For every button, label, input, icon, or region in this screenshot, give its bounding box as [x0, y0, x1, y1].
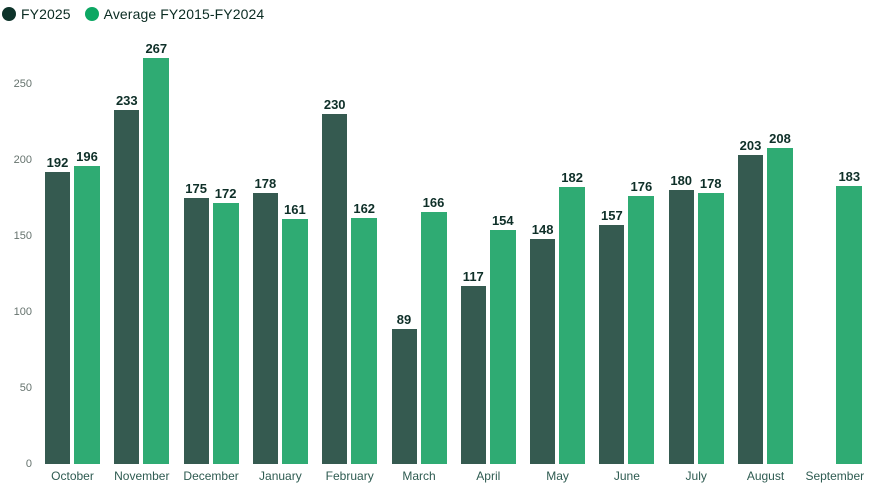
x-axis-label-may: May — [546, 469, 569, 483]
bar-value-label-average-august: 208 — [769, 130, 791, 146]
bar-value-label-average-july: 178 — [699, 176, 722, 192]
x-axis-label-november: November — [114, 469, 170, 483]
bar-value-label-average-january: 161 — [284, 202, 306, 218]
bar-fy2025-july[interactable] — [668, 190, 694, 464]
bar-value-label-average-june: 176 — [630, 179, 653, 195]
bar-fy2025-august[interactable] — [738, 155, 763, 464]
bar-average-february[interactable] — [351, 217, 378, 464]
x-axis-label-december: December — [183, 469, 239, 483]
bar-value-label-average-november: 267 — [145, 41, 168, 57]
y-axis-tick-label-100: 100 — [13, 305, 32, 318]
bar-value-label-fy2025-january: 178 — [254, 176, 277, 192]
x-axis-label-april: April — [476, 469, 501, 483]
x-axis-label-january: January — [259, 469, 302, 483]
bar-average-september[interactable] — [836, 185, 863, 464]
legend-label-average: Average FY2015-FY2024 — [103, 6, 265, 22]
bar-fy2025-december[interactable] — [183, 198, 209, 464]
chart-legend: FY2025 Average FY2015-FY2024 — [2, 6, 264, 22]
legend-dot-fy2025-icon — [2, 7, 16, 21]
bar-value-label-average-may: 182 — [561, 170, 583, 186]
bar-value-label-average-october: 196 — [76, 149, 98, 165]
bar-value-label-fy2025-august: 203 — [739, 138, 762, 154]
x-axis-label-october: October — [51, 469, 94, 483]
bar-value-label-fy2025-july: 180 — [670, 173, 693, 189]
y-axis-tick-label-150: 150 — [13, 229, 32, 242]
bar-fy2025-may[interactable] — [530, 239, 556, 464]
bar-value-label-fy2025-may: 148 — [531, 222, 554, 238]
bar-average-june[interactable] — [628, 196, 655, 464]
bar-value-label-fy2025-april: 117 — [462, 269, 484, 285]
bar-average-march[interactable] — [420, 211, 447, 464]
legend-label-fy2025: FY2025 — [21, 6, 71, 22]
bar-fy2025-march[interactable] — [391, 328, 417, 464]
legend-dot-average-icon — [84, 7, 99, 21]
bar-value-label-average-december: 172 — [214, 185, 237, 201]
legend-item-fy2025[interactable]: FY2025 — [2, 6, 71, 22]
bar-average-october[interactable] — [74, 166, 100, 464]
bar-fy2025-april[interactable] — [460, 286, 486, 464]
y-axis-tick-label-0: 0 — [25, 457, 32, 470]
bar-value-label-average-september: 183 — [838, 168, 861, 184]
y-axis-tick-label-200: 200 — [13, 153, 32, 166]
bar-fy2025-february[interactable] — [322, 114, 348, 464]
bar-value-label-fy2025-october: 192 — [46, 155, 69, 171]
x-axis-label-february: February — [325, 469, 374, 483]
bar-average-december[interactable] — [212, 202, 239, 464]
bar-value-label-average-march: 166 — [422, 194, 445, 210]
bar-value-label-average-april: 154 — [491, 212, 514, 228]
bar-value-label-fy2025-march: 89 — [396, 311, 412, 327]
x-axis-label-august: August — [746, 469, 785, 483]
x-axis-label-march: March — [402, 469, 436, 483]
bar-average-may[interactable] — [559, 187, 586, 464]
bar-average-april[interactable] — [489, 229, 516, 464]
x-axis-label-september: September — [805, 469, 865, 483]
bar-average-january[interactable] — [281, 219, 308, 464]
bar-fy2025-november[interactable] — [114, 109, 140, 464]
bar-value-label-fy2025-june: 157 — [601, 208, 623, 224]
x-axis-label-june: June — [613, 469, 640, 483]
bar-fy2025-october[interactable] — [45, 172, 70, 464]
y-axis-tick-label-50: 50 — [19, 381, 32, 394]
bar-fy2025-june[interactable] — [599, 225, 625, 464]
y-axis-tick-label-250: 250 — [13, 77, 32, 90]
bar-value-label-fy2025-december: 175 — [185, 181, 207, 196]
x-axis-label-july: July — [685, 469, 707, 483]
bar-value-label-fy2025-november: 233 — [115, 92, 138, 108]
bar-fy2025-january[interactable] — [252, 193, 278, 464]
legend-item-average[interactable]: Average FY2015-FY2024 — [84, 6, 265, 22]
bar-value-label-fy2025-february: 230 — [323, 97, 346, 113]
bar-average-july[interactable] — [697, 193, 724, 464]
bar-value-label-average-february: 162 — [353, 200, 376, 216]
bar-average-august[interactable] — [767, 147, 793, 464]
bar-average-november[interactable] — [143, 58, 170, 464]
